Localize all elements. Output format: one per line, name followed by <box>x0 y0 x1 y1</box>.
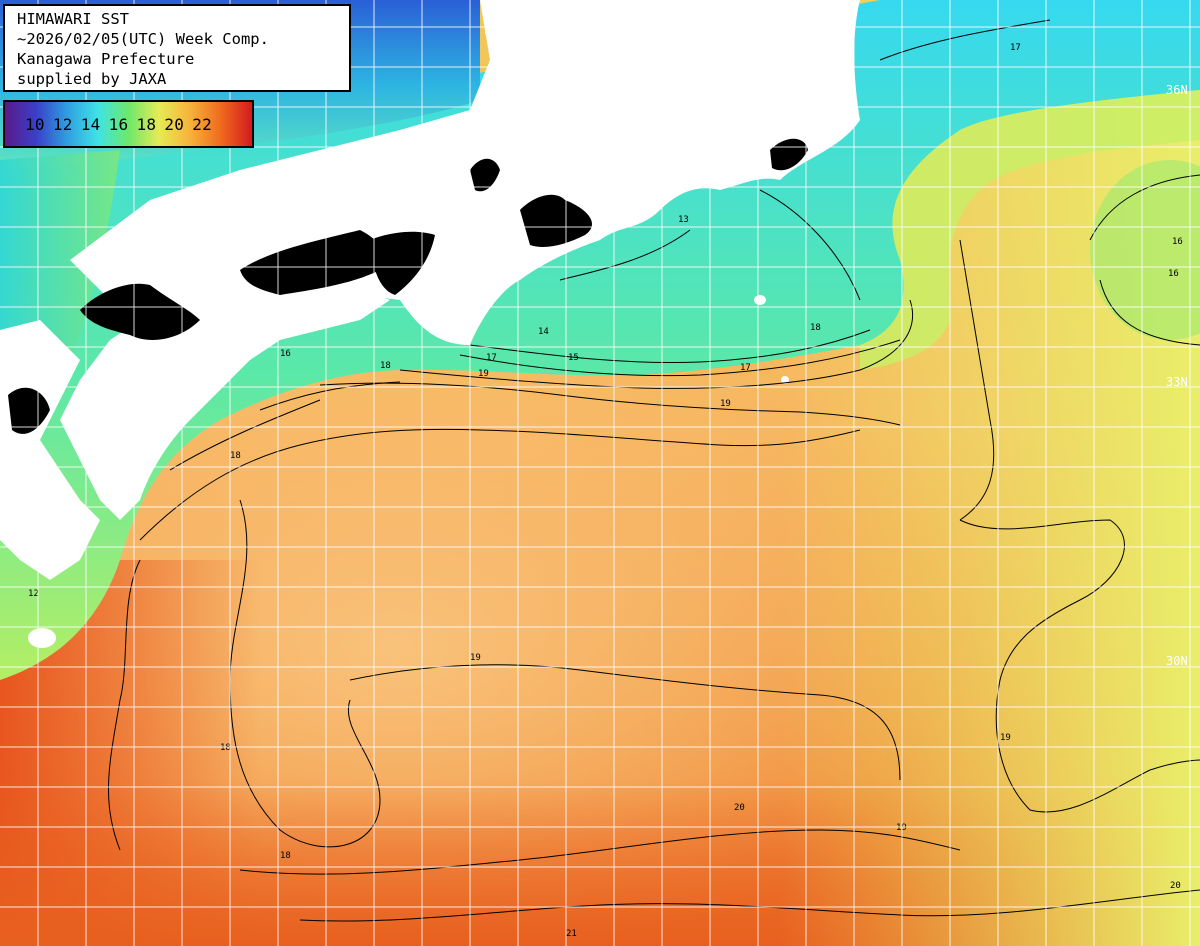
temperature-color-legend: 10 12 14 16 18 20 22 <box>3 100 254 148</box>
contour-label: 18 <box>810 323 821 333</box>
legend-tick: 20 <box>164 115 185 134</box>
legend-tick: 18 <box>136 115 157 134</box>
contour-lines <box>108 19 1200 922</box>
contour-label: 16 <box>1168 269 1179 279</box>
contour-label: 20 <box>1170 881 1181 891</box>
contour-label: 12 <box>28 589 39 599</box>
contour-label: 14 <box>538 327 549 337</box>
grid-labels: 36N 33N 30N 135E <box>483 7 1188 668</box>
contour-label: 17 <box>486 353 497 363</box>
contour-label: 18 <box>380 361 391 371</box>
legend-tick-labels: 10 12 14 16 18 20 22 <box>25 115 220 134</box>
legend-tick: 22 <box>192 115 213 134</box>
legend-tick: 12 <box>52 115 73 134</box>
contour-label: 19 <box>720 399 731 409</box>
contour-label: 18 <box>280 851 291 861</box>
lat-label-36n: 36N <box>1166 83 1188 97</box>
title-line-2: ~2026/02/05(UTC) Week Comp. <box>17 30 269 48</box>
legend-tick: 16 <box>108 115 129 134</box>
contour-label: 21 <box>566 929 577 939</box>
contour-label: 20 <box>734 803 745 813</box>
transition-band <box>860 90 1200 370</box>
contour-label: 16 <box>280 349 291 359</box>
cloud-mask <box>8 138 808 434</box>
contour-label: 17 <box>1010 43 1021 53</box>
map-title-box: HIMAWARI SST ~2026/02/05(UTC) Week Comp.… <box>3 4 351 92</box>
legend-tick: 10 <box>25 115 45 134</box>
contour-label: 19 <box>478 369 489 379</box>
contour-label: 15 <box>568 353 579 363</box>
contour-label: 19 <box>1000 733 1011 743</box>
contour-label: 18 <box>220 743 231 753</box>
lon-label-135e: 135E <box>483 7 497 36</box>
title-line-3: Kanagawa Prefecture <box>17 50 195 68</box>
contour-label: 18 <box>230 451 241 461</box>
legend-tick: 14 <box>80 115 101 134</box>
contour-label: 19 <box>470 653 481 663</box>
contour-label: 19 <box>896 823 907 833</box>
lat-label-30n: 30N <box>1166 654 1188 668</box>
title-line-1: HIMAWARI SST <box>17 10 129 28</box>
contour-labels: 19 18 17 16 15 14 13 12 11 20 21 19 18 1… <box>28 43 1183 939</box>
contour-label: 17 <box>740 363 751 373</box>
contour-label: 13 <box>678 215 689 225</box>
title-line-4: supplied by JAXA <box>17 70 167 88</box>
contour-label: 16 <box>1172 237 1183 247</box>
lat-label-33n: 33N <box>1166 375 1188 389</box>
